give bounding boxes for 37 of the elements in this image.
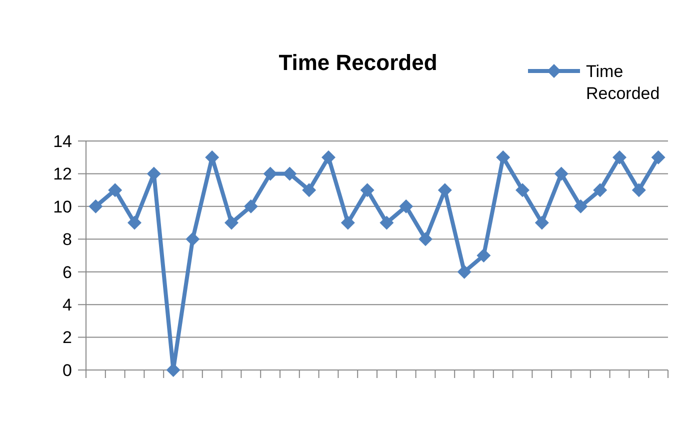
point <box>418 232 432 246</box>
y-tick-label: 10 <box>53 197 72 216</box>
point <box>263 166 278 181</box>
point <box>88 199 103 214</box>
point <box>340 216 355 230</box>
y-tick-label: 2 <box>62 328 72 348</box>
point <box>476 248 491 262</box>
chart-title: Time Recorded <box>278 50 438 75</box>
point <box>593 183 608 198</box>
legend-label: Time Recorded <box>586 62 660 103</box>
point <box>166 363 180 377</box>
point <box>632 183 646 198</box>
y-tick-label: 6 <box>62 262 72 282</box>
point <box>108 183 122 198</box>
point <box>554 166 568 181</box>
point <box>302 183 316 198</box>
point <box>516 183 530 198</box>
point <box>496 150 510 164</box>
y-tick-label: 8 <box>62 230 72 250</box>
point <box>651 150 666 164</box>
point <box>224 216 238 230</box>
y-tick-label: 12 <box>53 164 72 184</box>
point <box>574 199 588 214</box>
point <box>380 216 394 230</box>
point <box>612 150 626 164</box>
point <box>534 216 549 230</box>
point <box>399 199 414 214</box>
y-tick-label: 14 <box>53 132 72 151</box>
point <box>244 199 258 214</box>
y-tick-label: 0 <box>62 360 72 380</box>
point <box>457 264 472 279</box>
point <box>360 183 374 198</box>
y-tick-label: 4 <box>62 296 72 315</box>
point <box>128 216 142 230</box>
point <box>186 232 200 246</box>
point <box>322 150 336 164</box>
point <box>282 166 297 181</box>
